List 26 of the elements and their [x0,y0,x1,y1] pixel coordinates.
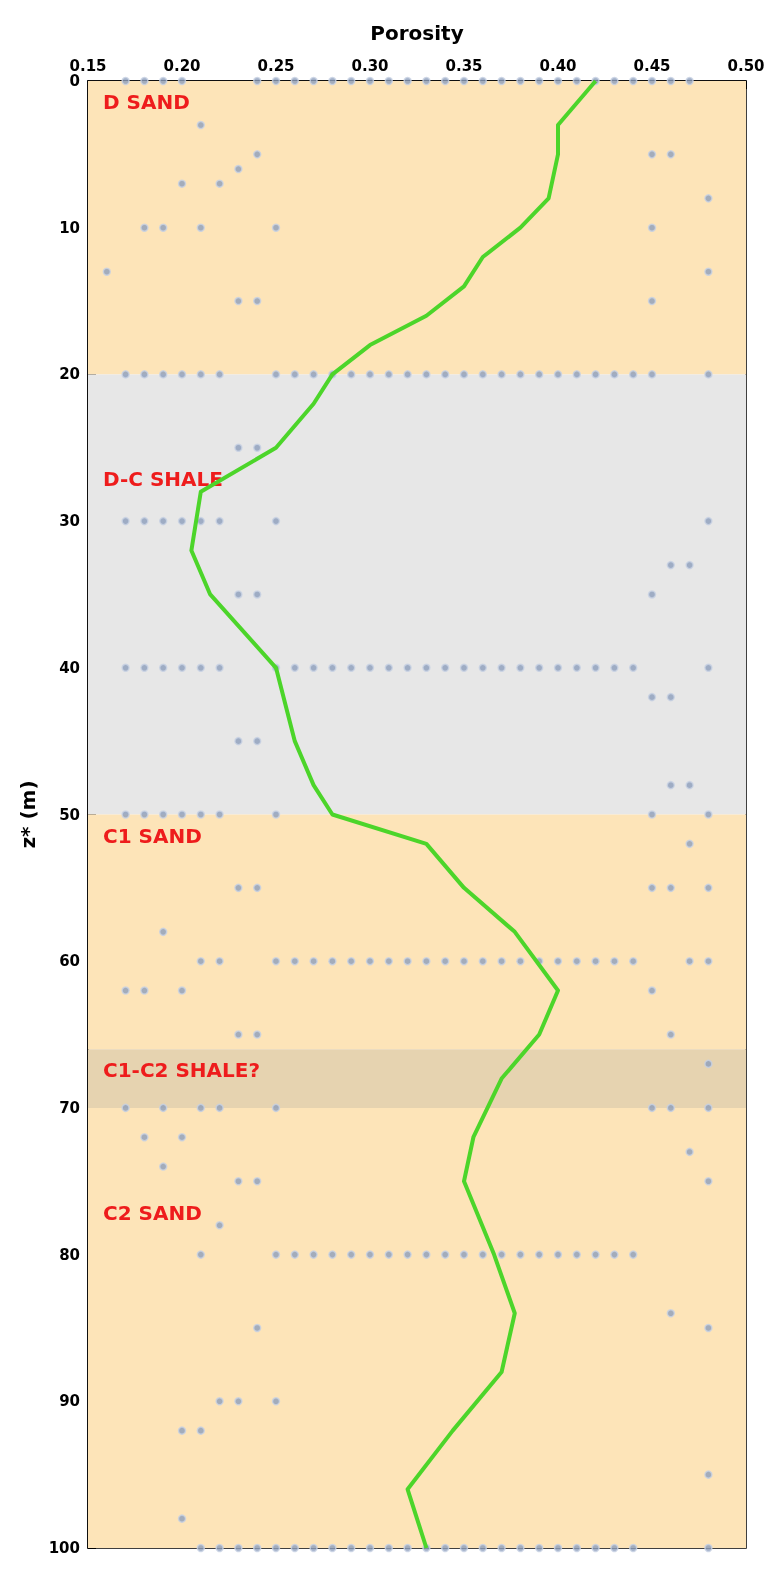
x-tick-label: 0.40 [539,56,577,75]
y-axis-title: z* (m) [15,780,40,849]
x-tick-label: 0.30 [351,56,389,75]
x-tick-label: 0.25 [257,56,295,75]
y-tick-label: 10 [59,218,80,237]
y-tick-label: 20 [59,365,80,384]
y-tick-label: 40 [59,658,80,677]
y-tick-label: 80 [59,1245,80,1264]
y-tick-label: 50 [59,805,80,824]
x-tick-label: 0.45 [633,56,671,75]
y-tick-label: 100 [48,1539,80,1557]
y-tick-label: 30 [59,512,80,531]
y-tick-label: 0 [69,72,80,90]
x-tick-label: 0.50 [727,56,765,75]
y-tick-label: 90 [59,1392,80,1411]
band-label: C2 SAND [103,1200,202,1225]
y-tick-label: 70 [59,1098,80,1117]
band-label: C1 SAND [103,823,202,848]
x-tick-label: 0.20 [163,56,201,75]
x-tick-label: 0.35 [445,56,483,75]
x-axis-title: Porosity [370,21,464,45]
band-label: D-C SHALE [103,467,223,492]
y-tick-label: 60 [59,952,80,971]
x-tick-label: 0.15 [69,56,107,75]
band-label: D SAND [103,90,190,114]
band-label: C1-C2 SHALE? [103,1058,261,1083]
